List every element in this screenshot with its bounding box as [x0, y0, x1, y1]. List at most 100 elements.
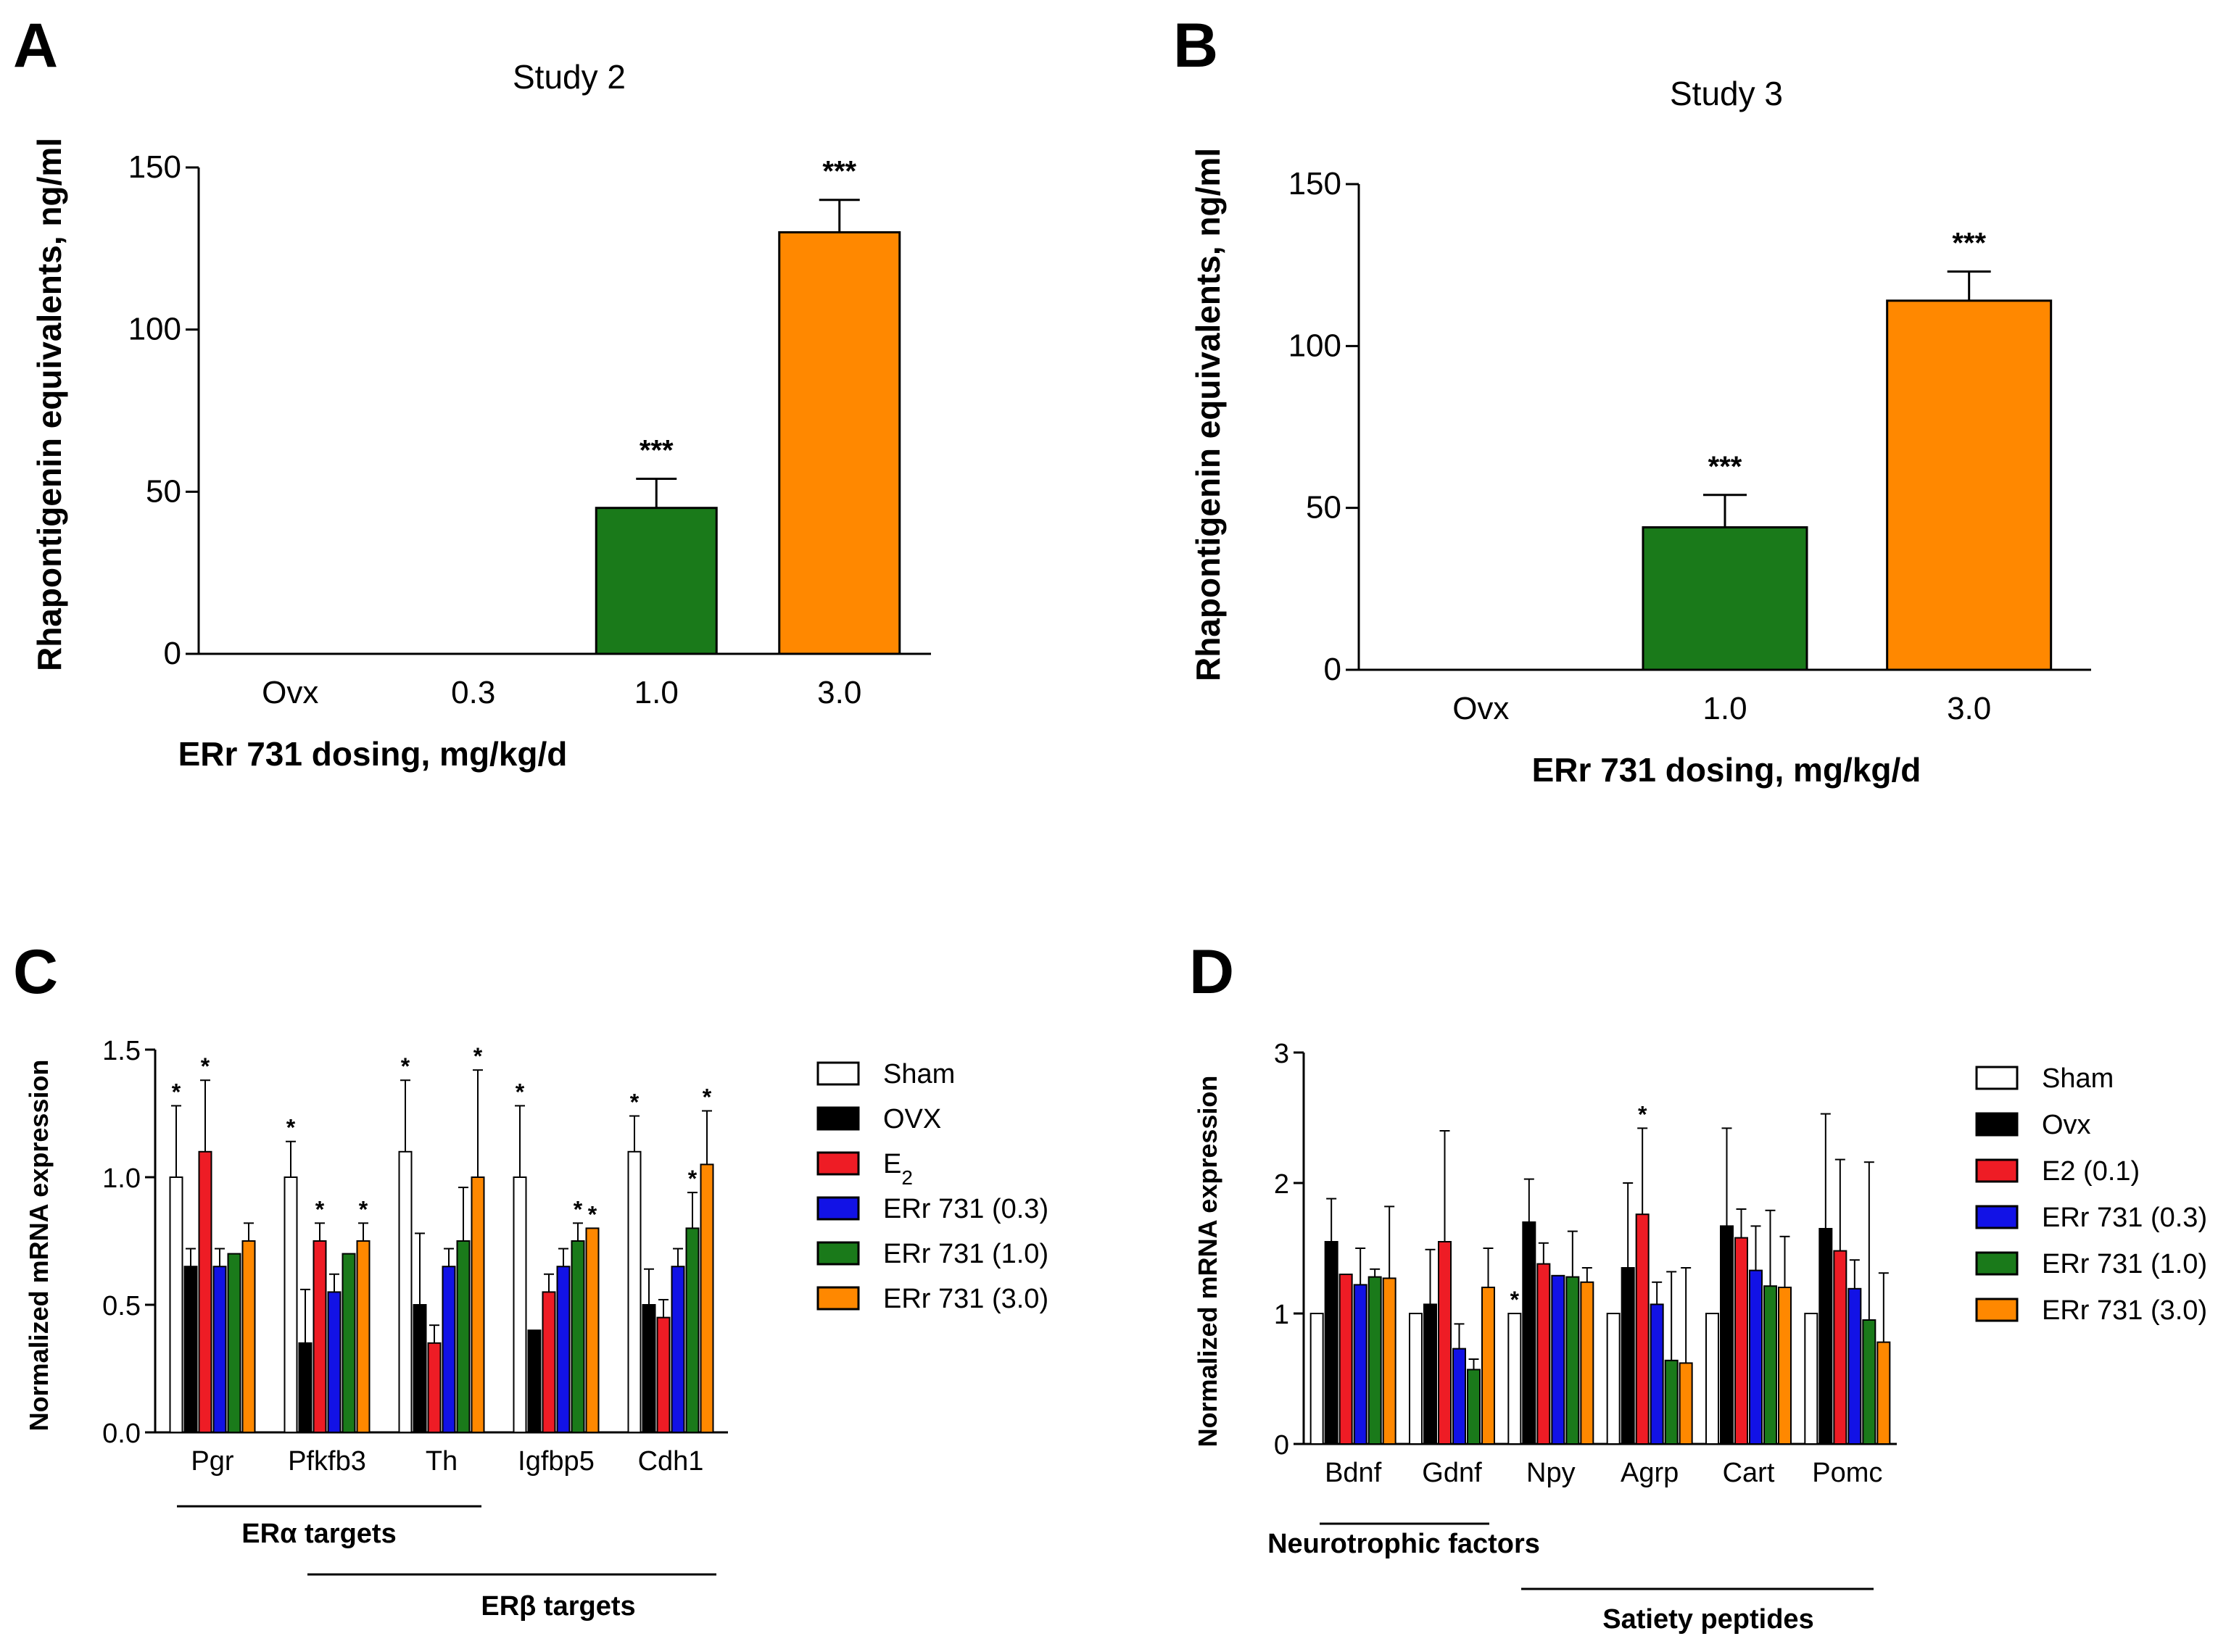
panel-a-bar [778, 231, 901, 655]
panel-a-y-tick-label: 50 [146, 473, 181, 509]
panel-a-xlabel: ERr 731 dosing, mg/kg/d [178, 735, 568, 773]
panel-c-bar [356, 1240, 371, 1433]
panel-a-y-tick-label: 100 [128, 312, 181, 347]
panel-d-bar [1606, 1313, 1621, 1445]
panel-b-y-tick-label: 50 [1306, 490, 1341, 526]
panel-b-y-tick-label: 150 [1288, 166, 1341, 202]
panel-a-x-tick-label: 1.0 [634, 675, 679, 710]
panel-c-bar [227, 1253, 241, 1433]
panel-c-legend-swatch [816, 1286, 860, 1311]
panel-d-bar [1763, 1285, 1777, 1445]
panel-d-bar [1749, 1269, 1763, 1445]
panel-c-legend-label: ERr 731 (1.0) [883, 1239, 1048, 1269]
panel-c-significance: * [630, 1089, 640, 1116]
panel-c-bar [456, 1240, 471, 1433]
panel-c-significance: * [516, 1079, 525, 1105]
panel-letter-c: C [13, 937, 58, 1007]
panel-c-significance: * [703, 1084, 712, 1110]
panel-d-significance: * [1638, 1101, 1647, 1127]
panel-c-legend-swatch [816, 1196, 860, 1221]
panel-d-bar [1467, 1369, 1481, 1445]
panel-d-y-tick-label: 1 [1274, 1300, 1289, 1330]
panel-d-bar [1818, 1228, 1833, 1445]
panel-a-bar [595, 507, 718, 655]
panel-c-bar [542, 1291, 556, 1434]
panel-letter-a: A [13, 11, 58, 80]
panel-d-legend-label: E2 (0.1) [2042, 1156, 2140, 1187]
panel-c-bar [298, 1342, 313, 1434]
panel-c-bar [585, 1227, 600, 1434]
panel-d-bar [1720, 1225, 1734, 1445]
panel-c-chart: Normalized mRNA expression ERα targets E… [24, 1036, 1048, 1622]
panel-c-legend-label: ERr 731 (3.0) [883, 1284, 1048, 1314]
panel-c-legend-label: OVX [883, 1104, 941, 1134]
panel-c-bar [183, 1266, 198, 1433]
panel-c-bar [642, 1304, 656, 1433]
panel-d-legend-label: ERr 731 (0.3) [2042, 1203, 2207, 1233]
panel-d-bar [1580, 1281, 1594, 1445]
panel-d-y-tick-label: 3 [1274, 1039, 1289, 1069]
panel-d-bar [1338, 1274, 1353, 1445]
panel-c-bar [413, 1304, 427, 1433]
panel-c-legend-label: Sham [883, 1059, 955, 1089]
panel-a-title: Study 2 [513, 58, 626, 96]
panel-c-bar [513, 1176, 527, 1433]
panel-d-ylabel: Normalized mRNA expression [1193, 1076, 1222, 1448]
panel-b-bar [1642, 526, 1808, 671]
panel-c-y-tick-label: 0.0 [102, 1419, 141, 1449]
panel-b-title: Study 3 [1670, 75, 1783, 112]
panel-d-bar [1664, 1359, 1679, 1445]
panel-c-ylabel: Normalized mRNA expression [24, 1060, 54, 1432]
panel-c-significance: * [286, 1115, 296, 1141]
panel-d-legend-label: Ovx [2042, 1110, 2091, 1140]
panel-c-legend-label: ERr 731 (0.3) [883, 1194, 1048, 1224]
panel-d-bar [1382, 1277, 1396, 1445]
panel-c-bar [671, 1266, 685, 1433]
panel-c-significance: * [401, 1053, 410, 1079]
panel-d-legend-swatch [1975, 1251, 2019, 1276]
panel-letter-b: B [1173, 11, 1218, 80]
panel-c-bar [313, 1240, 327, 1433]
panel-c-significance: * [359, 1196, 368, 1222]
panel-d-chart: Normalized mRNA expression Neurotrophic … [1193, 1039, 2207, 1635]
panel-c-significance: * [172, 1079, 181, 1105]
panel-d-legend-swatch [1975, 1112, 2019, 1137]
panel-c-bar [471, 1176, 485, 1433]
panel-c-bar [556, 1266, 571, 1433]
panel-d-bar [1353, 1284, 1367, 1445]
panel-a-significance: *** [822, 156, 856, 188]
panel-c-bar [571, 1240, 585, 1433]
panel-c-bar [700, 1163, 714, 1434]
panel-d-bar [1621, 1267, 1635, 1445]
panel-d-group-label-satiety: Satiety peptides [1602, 1604, 1813, 1635]
panel-c-bar [241, 1240, 256, 1433]
panel-c-legend-swatch [816, 1151, 860, 1176]
panel-c-x-tick-label: Pgr [191, 1446, 233, 1477]
panel-c-significance: * [688, 1166, 698, 1192]
panel-c-bar [527, 1329, 542, 1433]
panel-d-bar [1367, 1276, 1382, 1445]
panel-b-x-tick-label: 1.0 [1702, 691, 1747, 726]
panel-d-y-tick-label: 0 [1274, 1430, 1289, 1461]
panel-d-significance: * [1510, 1287, 1520, 1313]
panel-d-x-tick-label: Npy [1526, 1458, 1576, 1488]
panel-d-bar [1423, 1303, 1437, 1445]
panel-a-x-tick-label: 0.3 [451, 675, 495, 710]
panel-b-bar [1886, 299, 2053, 671]
panel-a-y-tick-label: 0 [164, 636, 181, 671]
panel-b-x-tick-label: 3.0 [1947, 691, 1991, 726]
panel-d-legend-label: Sham [2042, 1063, 2114, 1094]
panel-c-group-label-beta: ERβ targets [481, 1591, 635, 1622]
panel-d-legend-swatch [1975, 1066, 2019, 1090]
panel-d-bar [1862, 1319, 1876, 1445]
panel-d-y-tick-label: 2 [1274, 1169, 1289, 1200]
panel-d-bar [1635, 1213, 1650, 1445]
panel-c-bar [327, 1291, 342, 1434]
panel-c-legend-swatch [816, 1106, 860, 1131]
panel-d-bar [1650, 1303, 1664, 1445]
panel-c-legend-swatch [816, 1241, 860, 1266]
panel-d-x-tick-label: Agrp [1621, 1458, 1679, 1488]
panel-d-bar [1551, 1274, 1565, 1445]
panel-d-bar [1507, 1313, 1522, 1445]
